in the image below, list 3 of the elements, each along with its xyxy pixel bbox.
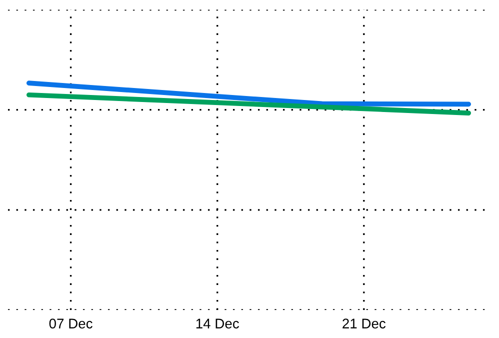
- x-tick-label: 21 Dec: [342, 318, 386, 328]
- x-tick-label: 14 Dec: [196, 318, 239, 328]
- x-tick-label: 07 Dec: [49, 318, 92, 328]
